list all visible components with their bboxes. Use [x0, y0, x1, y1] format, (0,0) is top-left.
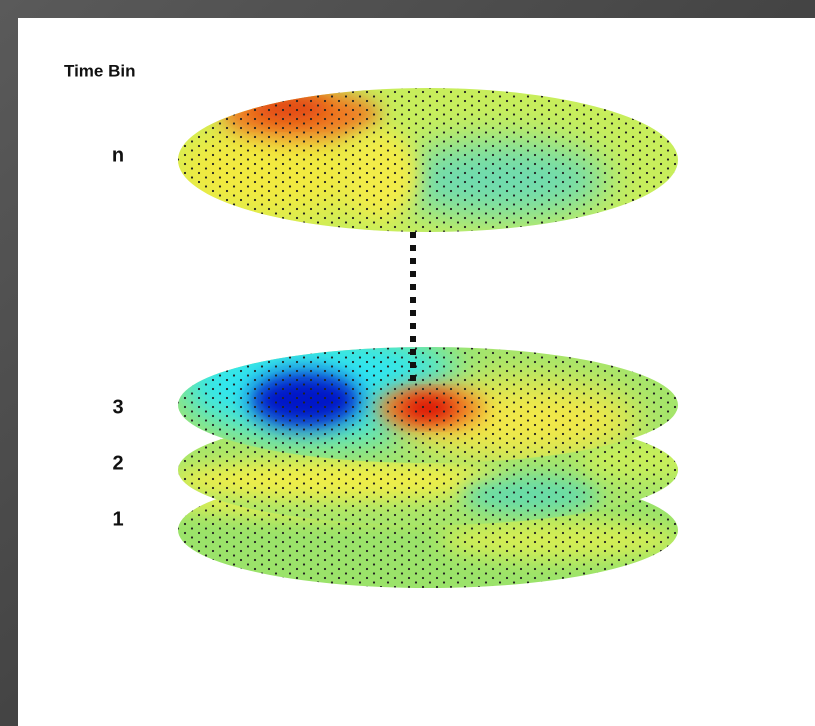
layer-label: 1 — [112, 508, 123, 530]
layer-label: 3 — [112, 396, 123, 418]
figure: Time Bin n 3 2 1 — [0, 0, 815, 726]
page: Time Bin n 3 2 1 (() => { const data = J… — [0, 0, 815, 726]
axis-title: Time Bin — [64, 61, 135, 80]
layer-label: n — [112, 144, 124, 166]
layer-label: 2 — [112, 452, 123, 474]
